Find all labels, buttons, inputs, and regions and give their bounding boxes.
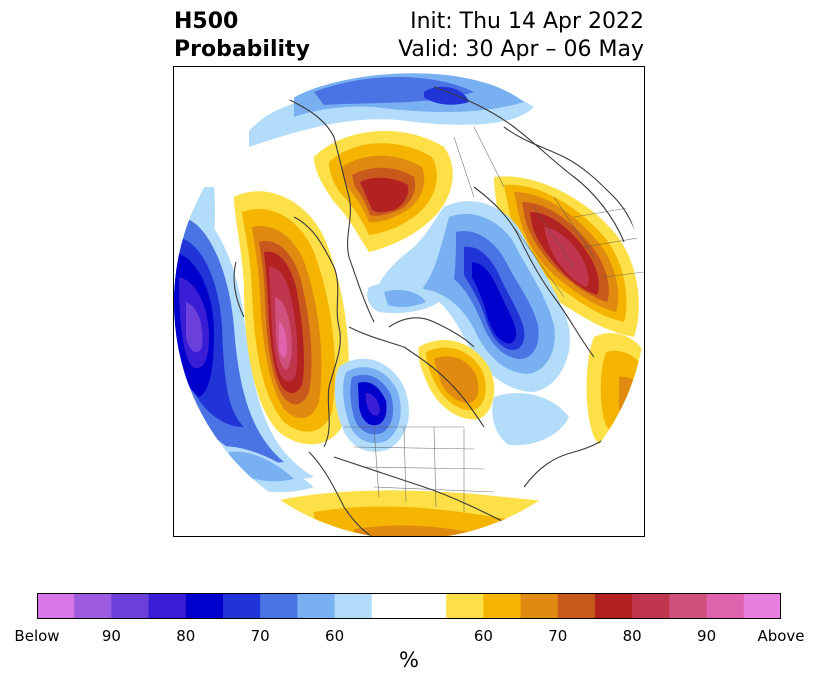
- colorbar-segment: [632, 593, 670, 619]
- colorbar-segment: [483, 593, 522, 619]
- map-canvas: [174, 67, 644, 536]
- colorbar-segment: [557, 593, 596, 619]
- colorbar-border: [37, 593, 781, 619]
- colorbar-tick-label: 80: [176, 627, 196, 645]
- product-label: Probability: [174, 37, 310, 62]
- colorbar-tick-label: 60: [325, 627, 345, 645]
- forecast-period: Init: Thu 14 Apr 2022 Valid: 30 Apr – 06…: [398, 8, 644, 64]
- colorbar-segment: [334, 593, 373, 619]
- colorbar-tick-label: 80: [622, 627, 642, 645]
- colorbar-tick-label: 70: [250, 627, 270, 645]
- probability-map: [173, 66, 645, 537]
- colorbar-segment: [260, 593, 298, 619]
- colorbar-segment: [706, 593, 745, 619]
- colorbar-tick-label: 90: [101, 627, 121, 645]
- colorbar-segment: [371, 593, 447, 619]
- colorbar-segment: [223, 593, 261, 619]
- colorbar-segment: [520, 593, 559, 619]
- map-title: H500 Probability: [174, 8, 310, 64]
- colorbar-segment: [446, 593, 484, 619]
- colorbar-tick-label: Below: [14, 627, 60, 645]
- colorbar-tick-label: 90: [697, 627, 717, 645]
- borders: [344, 126, 644, 512]
- colorbar-tick-label: Above: [757, 627, 805, 645]
- colorbar-segment: [595, 593, 633, 619]
- probability-field: [174, 67, 644, 536]
- init-label: Init: Thu 14 Apr 2022: [410, 9, 644, 34]
- colorbar-unit: %: [399, 648, 419, 672]
- variable-label: H500: [174, 9, 239, 34]
- colorbar-segment: [111, 593, 150, 619]
- colorbar-segment: [297, 593, 336, 619]
- colorbar: [37, 593, 781, 619]
- colorbar-segment: [185, 593, 224, 619]
- colorbar-segment: [669, 593, 708, 619]
- colorbar-tick-label: 60: [473, 627, 493, 645]
- colorbar-segment: [74, 593, 112, 619]
- colorbar-segment: [743, 593, 781, 619]
- colorbar-segment: [148, 593, 187, 619]
- colorbar-tick-label: 70: [548, 627, 568, 645]
- colorbar-segment: [37, 593, 75, 619]
- valid-label: Valid: 30 Apr – 06 May: [398, 37, 644, 62]
